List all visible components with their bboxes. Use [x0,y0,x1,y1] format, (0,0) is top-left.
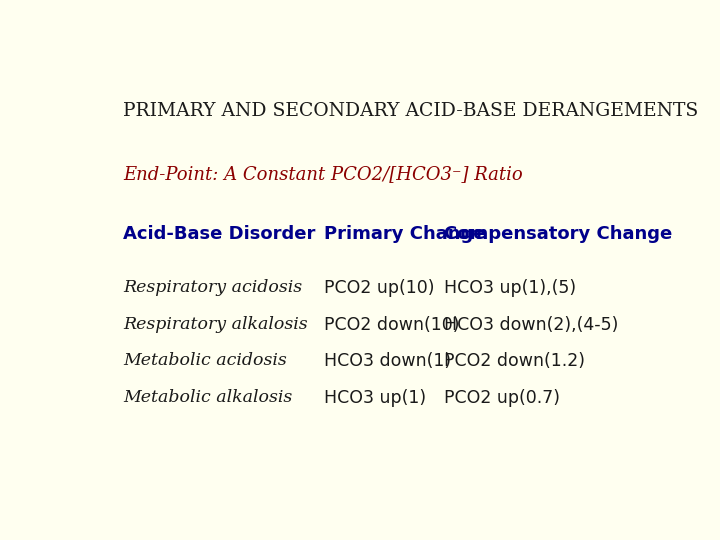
Text: PCO2 up(10): PCO2 up(10) [324,279,435,297]
Text: PCO2 down(10): PCO2 down(10) [324,315,460,334]
Text: PRIMARY AND SECONDARY ACID-BASE DERANGEMENTS: PRIMARY AND SECONDARY ACID-BASE DERANGEM… [124,102,698,120]
Text: HCO3 up(1),(5): HCO3 up(1),(5) [444,279,577,297]
Text: Respiratory acidosis: Respiratory acidosis [124,279,302,296]
Text: End-Point: A Constant PCO2/[HCO3⁻] Ratio: End-Point: A Constant PCO2/[HCO3⁻] Ratio [124,165,523,183]
Text: Metabolic alkalosis: Metabolic alkalosis [124,389,293,406]
Text: Acid-Base Disorder: Acid-Base Disorder [124,225,316,243]
Text: Respiratory alkalosis: Respiratory alkalosis [124,315,308,333]
Text: PCO2 down(1.2): PCO2 down(1.2) [444,352,585,370]
Text: PCO2 up(0.7): PCO2 up(0.7) [444,389,560,407]
Text: Metabolic acidosis: Metabolic acidosis [124,352,287,369]
Text: HCO3 down(2),(4-5): HCO3 down(2),(4-5) [444,315,618,334]
Text: HCO3 up(1): HCO3 up(1) [324,389,426,407]
Text: Primary Change: Primary Change [324,225,486,243]
Text: HCO3 down(1): HCO3 down(1) [324,352,451,370]
Text: Compensatory Change: Compensatory Change [444,225,672,243]
